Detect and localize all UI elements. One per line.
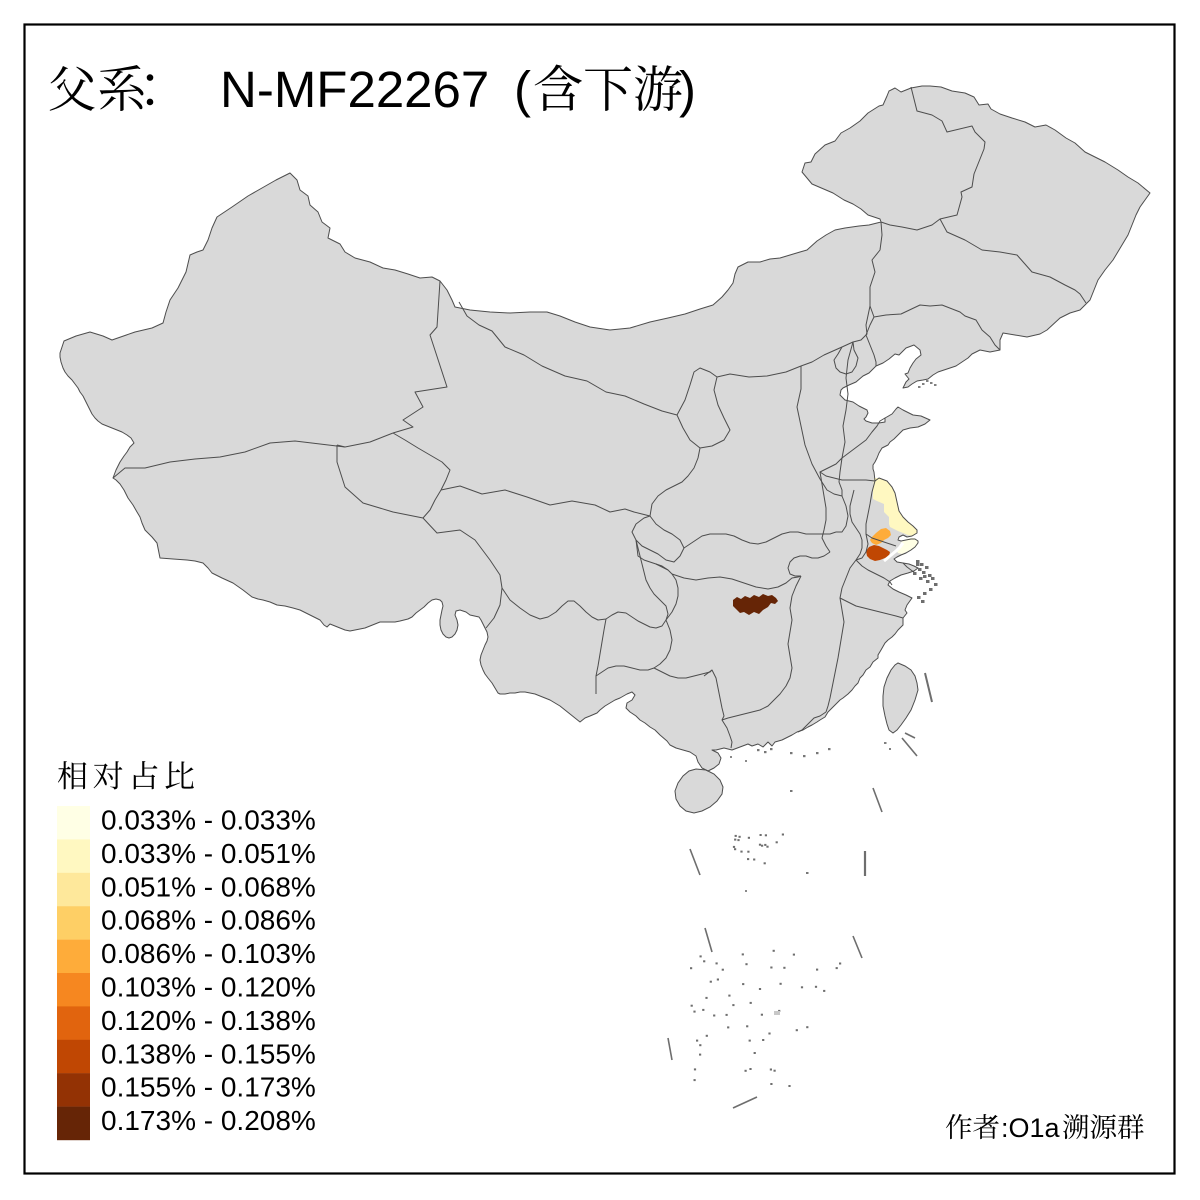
svg-text:): ) (679, 61, 696, 118)
svg-text:0.068% - 0.086%: 0.068% - 0.086% (101, 905, 316, 936)
svg-text:(: ( (514, 61, 531, 118)
svg-text:0.033% - 0.051%: 0.033% - 0.051% (101, 838, 316, 869)
svg-text:0.103% - 0.120%: 0.103% - 0.120% (101, 972, 316, 1003)
svg-text:0.155% - 0.173%: 0.155% - 0.173% (101, 1072, 316, 1103)
svg-text:0.086% - 0.103%: 0.086% - 0.103% (101, 938, 316, 969)
svg-text:N-MF22267: N-MF22267 (220, 61, 489, 118)
svg-text:0.173% - 0.208%: 0.173% - 0.208% (101, 1105, 316, 1136)
svg-text:0.138% - 0.155%: 0.138% - 0.155% (101, 1038, 316, 1069)
svg-text:0.033% - 0.033%: 0.033% - 0.033% (101, 805, 316, 836)
svg-text::O1a: :O1a (1001, 1113, 1061, 1143)
svg-text:0.051% - 0.068%: 0.051% - 0.068% (101, 871, 316, 902)
svg-text:0.120% - 0.138%: 0.120% - 0.138% (101, 1005, 316, 1036)
